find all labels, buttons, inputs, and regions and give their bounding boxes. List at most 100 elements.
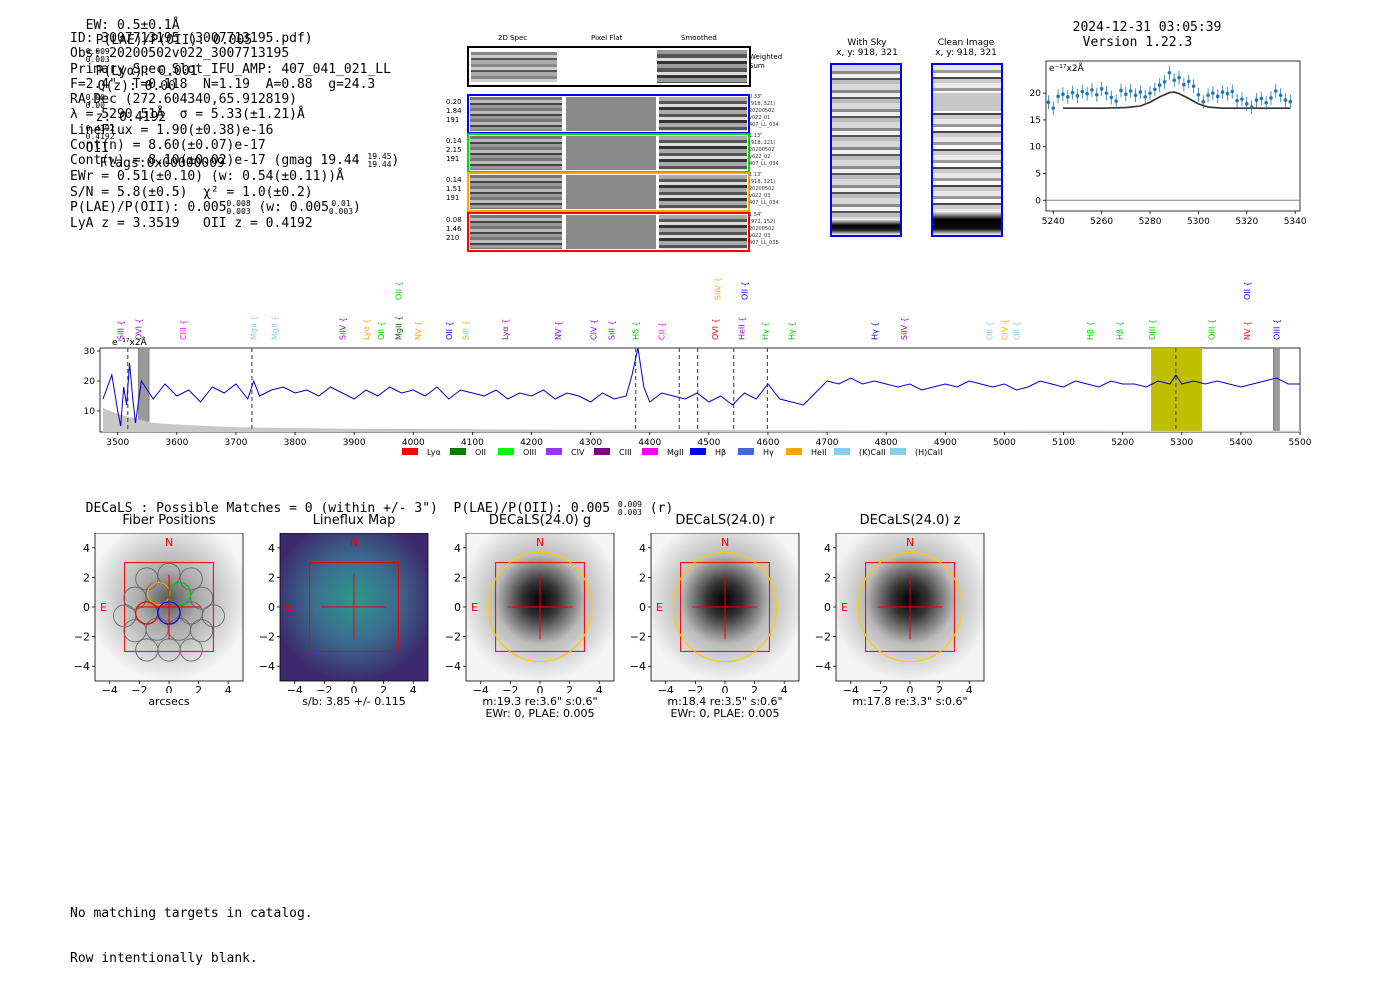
legend-label: MgII	[667, 448, 684, 457]
decals-ytick-label: 4	[639, 542, 646, 555]
legend-swatch	[642, 448, 658, 455]
zoom-data-point	[1090, 88, 1094, 92]
fiber-circle	[179, 567, 203, 591]
decals-xtick-label: 0	[722, 684, 729, 693]
decals-xtick-label: −4	[102, 684, 118, 693]
emission-line-label: SiII {	[117, 320, 126, 340]
decals-panel-image: N E 4 2 0 −2 −4 −4 −2 0 2 4	[259, 533, 429, 693]
weighted-sum-label: Weighted Sum	[749, 53, 783, 70]
zoom-data-point	[1157, 83, 1162, 87]
emission-line-label: Lyα {	[362, 319, 371, 340]
spectrum-xtick-label: 4600	[757, 438, 780, 448]
spectrum-xtick-label: 5000	[993, 438, 1016, 448]
zoom-data-point	[1244, 102, 1249, 106]
decals-xtick-label: −4	[843, 684, 859, 693]
zoom-data-point	[1051, 106, 1056, 110]
z-value: z: 0.4192	[95, 110, 167, 125]
decals-xtick-label: −4	[658, 684, 674, 693]
caption-line: EWr: 0, PLAE: 0.005	[485, 707, 595, 720]
decals-ytick-label: −2	[445, 631, 461, 644]
decals-xtick-label: 0	[907, 684, 914, 693]
zoom-ytick-label: 15	[1030, 116, 1041, 126]
legend-label: OII	[475, 448, 486, 457]
legend-swatch	[450, 448, 466, 455]
decals-panel-title: DECaLS(24.0) z	[859, 513, 961, 528]
zoom-data-point	[1235, 98, 1239, 103]
decals-ytick-label: −4	[74, 660, 90, 673]
legend-swatch	[834, 448, 850, 455]
decals-ytick-label: 2	[639, 571, 646, 584]
spectrum-xtick-label: 4500	[697, 438, 720, 448]
search-box	[495, 562, 585, 652]
decals-ytick-label: 0	[824, 601, 831, 614]
zoom-ytick-label: 0	[1035, 196, 1041, 206]
zoom-data-point	[1182, 82, 1186, 87]
spectrum-xtick-label: 3700	[225, 438, 248, 448]
zoom-xtick-label: 5260	[1090, 217, 1113, 227]
plae-detail: P(LAE)/P(OII): 0.0050.008 0.003 (w: 0.005…	[70, 198, 361, 216]
decals-ytick-label: −4	[630, 660, 646, 673]
version-label: Version 1.22.3	[1082, 35, 1193, 50]
emission-line-label: OII {	[1243, 281, 1252, 300]
zoom-ytick-label: 10	[1030, 143, 1041, 153]
decals-panel-image: N E 4 2 0 −2 −4 −4 −2 0 2 4	[445, 533, 615, 693]
zoom-data-point	[1046, 100, 1051, 105]
primary-spec: Primary Spec_Slot_IFU_AMP: 407_041_021_L…	[70, 61, 391, 77]
decals-panel-caption: m:19.3 re:3.6" s:0.6" EWr: 0, PLAE: 0.005	[441, 696, 639, 720]
zoom-data-point	[1206, 93, 1210, 98]
catalog-note: No matching targets in catalog.	[70, 906, 313, 921]
spectrum-ytick-label: 20	[84, 377, 96, 387]
aperture-ellipse	[857, 551, 963, 663]
emission-line-label: OII {	[377, 321, 386, 340]
spectrum-xtick-label: 5200	[1111, 438, 1134, 448]
legend-label: (H)CaII	[915, 448, 942, 457]
ewr-value: EWr = 0.51(±0.10) (w: 0.54(±0.11))Å	[70, 169, 344, 185]
spectrum-xtick-label: 4200	[520, 438, 543, 448]
emission-line-label: OIII {	[1272, 319, 1281, 340]
weighted-smooth	[657, 50, 747, 83]
decals-panel-caption: s/b: 3.85 +/- 0.115	[255, 696, 453, 708]
zoom-data-point	[1172, 78, 1177, 83]
spectrum-ytick-label: 30	[84, 347, 96, 357]
zoom-ytick-label: 20	[1030, 89, 1041, 99]
cont-n: Cont(n) = 8.60(±0.07)e-17	[70, 138, 266, 154]
spectrum-xtick-label: 4000	[402, 438, 425, 448]
zoom-data-point	[1065, 95, 1070, 99]
emission-line-label: CII {	[658, 322, 667, 340]
decals-panel-title: DECaLS(24.0) r	[675, 513, 775, 528]
aperture-ellipse	[487, 551, 593, 663]
zoom-data-point	[1186, 79, 1191, 84]
decals-ytick-label: 4	[824, 542, 831, 555]
decals-ytick-label: 0	[83, 601, 90, 614]
caption-line: m:18.4 re:3.5" s:0.6"	[667, 695, 783, 708]
decals-ytick-label: 4	[454, 542, 461, 555]
zoom-data-point	[1148, 91, 1152, 95]
zoom-data-point	[1201, 99, 1206, 104]
search-box	[865, 562, 955, 652]
ra-dec: RA,Dec (272.604340,65.912819)	[70, 92, 297, 108]
emission-line-label: OII {	[395, 281, 404, 300]
clean-image-title: Clean Image	[937, 38, 995, 48]
spectrum-xtick-label: 3900	[343, 438, 366, 448]
blank-row-note: Row intentionally blank.	[70, 951, 258, 966]
north-label: N	[906, 536, 914, 549]
fiber-circle	[201, 604, 225, 628]
cutout-2d-spec	[470, 175, 562, 209]
decals-ytick-label: 0	[454, 601, 461, 614]
legend-swatch	[690, 448, 706, 455]
legend-swatch	[594, 448, 610, 455]
decals-panel-image: N E 4 2 0 −2 −4 −4 −2 0 2 4	[815, 533, 985, 693]
east-label: E	[471, 601, 478, 614]
zoom-data-point	[1128, 89, 1133, 93]
north-label: N	[165, 536, 173, 549]
qz-value: Q(z): 0.00	[97, 79, 176, 94]
emission-line-label: NV {	[1243, 321, 1252, 340]
zoom-xtick-label: 5240	[1042, 217, 1065, 227]
header-bar: EW: 0.5±0.1Å P(LAE)/P(OII): 0.005 0.009 0…	[85, 18, 253, 171]
search-box	[309, 562, 399, 652]
obs-id: Obs: 20200502v022_3007713195	[70, 46, 290, 62]
zoom-data-point	[1114, 99, 1118, 103]
zoom-xtick-label: 5300	[1187, 217, 1210, 227]
zoom-data-point	[1104, 91, 1109, 95]
search-box	[124, 562, 214, 652]
